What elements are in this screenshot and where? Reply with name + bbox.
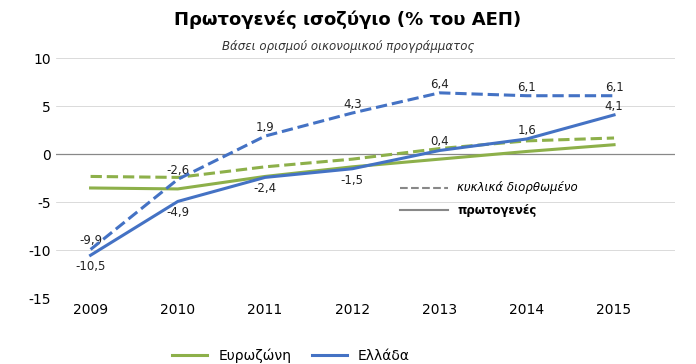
Text: -9,9: -9,9 xyxy=(79,234,102,247)
Text: 6,1: 6,1 xyxy=(605,80,624,94)
Text: -2,6: -2,6 xyxy=(166,164,189,177)
Text: Πρωτογενές ισοζύγιο (% του ΑΕΠ): Πρωτογενές ισοζύγιο (% του ΑΕΠ) xyxy=(175,11,521,29)
Text: Βάσει ορισμού οικονομικού προγράμματος: Βάσει ορισμού οικονομικού προγράμματος xyxy=(222,40,474,53)
Text: 1,6: 1,6 xyxy=(517,124,536,137)
Text: 6,4: 6,4 xyxy=(430,78,449,91)
Text: 0,4: 0,4 xyxy=(430,135,449,149)
Text: -4,9: -4,9 xyxy=(166,206,189,219)
Text: πρωτογενές: πρωτογενές xyxy=(457,203,536,217)
Text: 4,1: 4,1 xyxy=(605,100,624,113)
Text: -10,5: -10,5 xyxy=(75,260,106,273)
Text: 6,1: 6,1 xyxy=(517,80,536,94)
Text: 4,3: 4,3 xyxy=(343,98,362,111)
Text: 1,9: 1,9 xyxy=(255,121,274,134)
Text: -2,4: -2,4 xyxy=(253,182,276,195)
Text: -1,5: -1,5 xyxy=(341,174,364,187)
Legend: Ευρωζώνη, Ελλάδα: Ευρωζώνη, Ελλάδα xyxy=(167,343,416,364)
Text: κυκλικά διορθωμένο: κυκλικά διορθωμένο xyxy=(457,182,578,194)
